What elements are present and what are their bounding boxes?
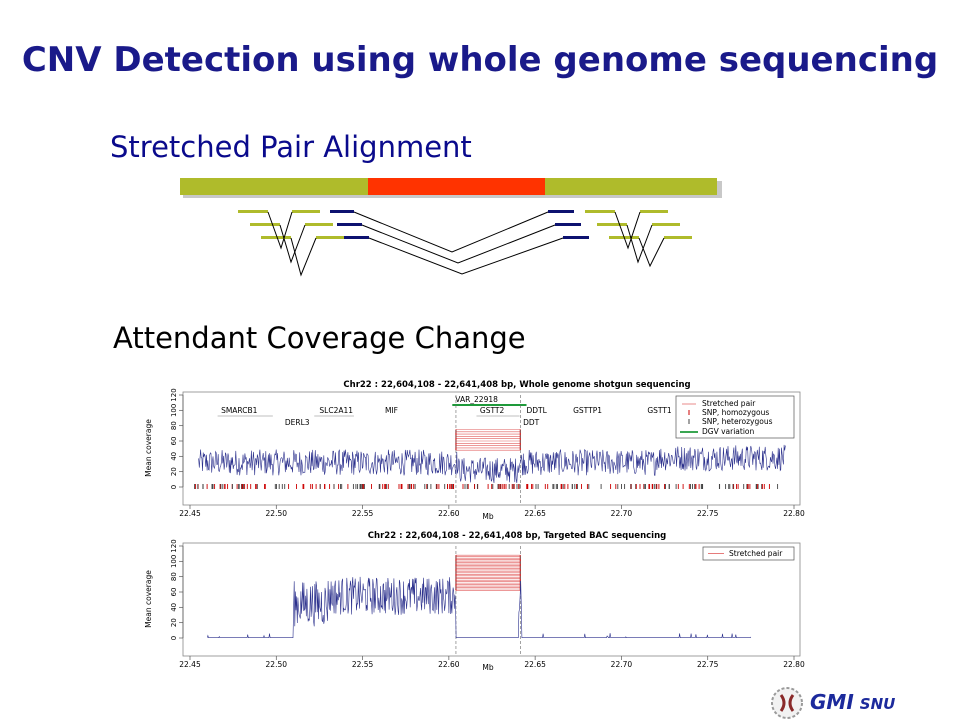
x-tick-label: 22.55 xyxy=(352,509,374,518)
x-axis-label: Mb xyxy=(482,663,493,672)
x-tick-label: 22.70 xyxy=(611,509,633,518)
y-axis-label: Mean coverage xyxy=(144,419,153,477)
reference-left-flank xyxy=(180,178,368,195)
reference-right-flank xyxy=(545,178,717,195)
coverage-line xyxy=(198,444,786,484)
y-tick-label: 100 xyxy=(170,404,178,417)
x-tick-label: 22.75 xyxy=(697,660,719,669)
x-ticks: 22.45 22.50 22.55 22.60 22.65 22.70 22.75 22.80 xyxy=(179,505,805,518)
gene-track: SMARCB1 DERL3 SLC2A11 MIF GSTT2 DDTL DDT GSTTP1… xyxy=(217,406,672,427)
legend-dgv: DGV variation xyxy=(702,427,755,436)
chart-title: Chr22 : 22,604,108 - 22,641,408 bp, Whol… xyxy=(343,380,690,390)
y-tick-label: 60 xyxy=(170,437,178,446)
left-read-pairs xyxy=(238,210,369,277)
section-heading-alignment: Stretched Pair Alignment xyxy=(110,130,472,164)
reference-deleted-segment xyxy=(368,178,545,195)
coverage-trace xyxy=(198,444,786,484)
x-tick-label: 22.75 xyxy=(697,509,719,518)
y-tick-label: 120 xyxy=(170,539,178,552)
x-tick-label: 22.45 xyxy=(179,509,201,518)
gene-label: SMARCB1 xyxy=(221,406,258,415)
x-tick-label: 22.50 xyxy=(266,509,288,518)
right-read-pairs xyxy=(548,210,692,268)
stretched-pair-lines xyxy=(455,546,521,654)
stretched-pair-schematic xyxy=(180,178,722,277)
gene-label: SLC2A11 xyxy=(319,406,353,415)
x-ticks: 22.45 22.50 22.55 22.60 22.65 22.70 22.75 22.80 xyxy=(179,656,805,669)
y-tick-label: 0 xyxy=(170,636,178,640)
bac-coverage-chart: Chr22 : 22,604,108 - 22,641,408 bp, Targ… xyxy=(144,531,805,672)
chromosome-emblem-icon xyxy=(771,687,803,719)
y-ticks: 0 20 40 60 80 100 120 xyxy=(170,388,184,489)
x-tick-label: 22.60 xyxy=(438,509,460,518)
coverage-line xyxy=(207,576,752,638)
y-axis-label: Mean coverage xyxy=(144,570,153,628)
gene-label: GSTT2 xyxy=(480,406,505,415)
section-heading-coverage: Attendant Coverage Change xyxy=(113,321,526,355)
x-tick-label: 22.70 xyxy=(611,660,633,669)
y-ticks: 0 20 40 60 80 100 120 xyxy=(170,539,184,640)
x-tick-label: 22.80 xyxy=(783,660,805,669)
legend-stretched-pair: Stretched pair xyxy=(729,549,783,558)
footer-logo-gmi: GMI xyxy=(810,690,854,714)
dgv-variation-label: VAR_22918 xyxy=(455,395,498,404)
y-tick-label: 0 xyxy=(170,485,178,489)
y-tick-label: 60 xyxy=(170,588,178,597)
x-tick-label: 22.65 xyxy=(524,509,546,518)
x-tick-label: 22.55 xyxy=(352,660,374,669)
x-tick-label: 22.50 xyxy=(266,660,288,669)
legend: Stretched pair SNP, homozygous SNP, hete… xyxy=(675,395,795,439)
legend-snp-hom: SNP, homozygous xyxy=(702,408,769,417)
y-tick-label: 100 xyxy=(170,555,178,568)
stretched-pair-connectors xyxy=(353,211,564,275)
x-tick-label: 22.45 xyxy=(179,660,201,669)
x-tick-label: 22.65 xyxy=(524,660,546,669)
slide-title: CNV Detection using whole genome sequenc… xyxy=(21,40,939,80)
y-tick-label: 120 xyxy=(170,388,178,401)
gene-label: DDT xyxy=(523,418,540,427)
gene-label: GSTTP1 xyxy=(573,406,602,415)
footer-logo-snu: SNU xyxy=(859,695,896,713)
y-tick-label: 20 xyxy=(170,467,178,476)
x-tick-label: 22.80 xyxy=(783,509,805,518)
coverage-trace xyxy=(207,576,752,638)
y-tick-label: 80 xyxy=(170,421,178,430)
x-tick-label: 22.60 xyxy=(438,660,460,669)
legend-snp-het: SNP, heterozygous xyxy=(702,417,773,426)
wgs-coverage-chart: Chr22 : 22,604,108 - 22,641,408 bp, Whol… xyxy=(144,380,805,521)
dgv-variation: VAR_22918 xyxy=(452,395,527,406)
y-tick-label: 40 xyxy=(170,603,178,612)
chart-title: Chr22 : 22,604,108 - 22,641,408 bp, Targ… xyxy=(368,531,666,541)
y-tick-label: 40 xyxy=(170,452,178,461)
y-tick-label: 20 xyxy=(170,618,178,627)
x-axis-label: Mb xyxy=(482,512,493,521)
legend-stretched-pair: Stretched pair xyxy=(702,399,756,408)
gene-label: DERL3 xyxy=(285,418,310,427)
gene-label: GSTT1 xyxy=(647,406,672,415)
snp-track xyxy=(194,484,779,489)
gene-label: MIF xyxy=(385,406,398,415)
footer-logo: GMI SNU xyxy=(810,690,895,714)
legend: Stretched pair xyxy=(702,546,795,561)
gene-label: DDTL xyxy=(527,406,548,415)
y-tick-label: 80 xyxy=(170,572,178,581)
